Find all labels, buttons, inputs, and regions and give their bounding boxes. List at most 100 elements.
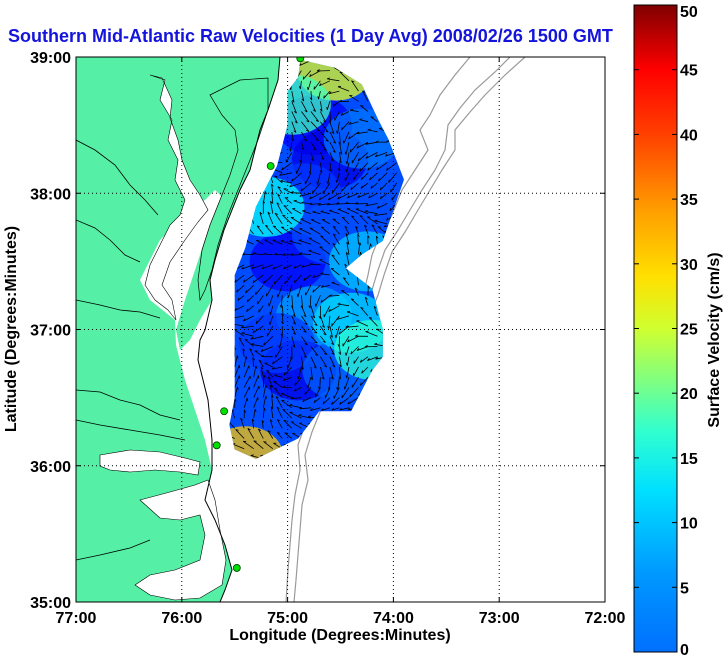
velocity-vector	[355, 225, 359, 235]
velocity-vector	[359, 356, 369, 363]
velocity-vector	[367, 162, 378, 171]
velocity-vector	[300, 218, 312, 225]
velocity-vector	[323, 305, 331, 318]
colorbar-tick-label: 5	[680, 580, 689, 597]
velocity-vector	[347, 335, 359, 343]
velocity-vector	[370, 182, 378, 189]
velocity-vector	[277, 186, 283, 194]
velocity-vector	[346, 311, 359, 317]
velocity-vector	[262, 191, 267, 204]
colorbar-tick-label: 40	[680, 127, 698, 144]
velocity-vector	[252, 325, 264, 334]
y-tick-label: 36:00	[30, 459, 71, 476]
velocity-vector	[274, 374, 283, 378]
velocity-vector	[266, 285, 274, 297]
velocity-vector	[332, 233, 340, 245]
velocity-vector	[320, 235, 331, 245]
velocity-vector	[281, 305, 284, 317]
velocity-vector	[301, 356, 304, 370]
chesapeake-bay	[144, 74, 209, 321]
velocity-vector	[262, 407, 266, 419]
velocity-vector	[240, 417, 245, 429]
velocity-vector	[299, 252, 311, 255]
colorbar-tick-label: 25	[680, 322, 698, 339]
x-tick-label: 77:00	[56, 610, 97, 627]
velocity-vector	[294, 376, 302, 386]
velocity-vector	[339, 397, 350, 405]
velocity-vector	[272, 356, 283, 365]
velocity-vector	[301, 201, 311, 204]
velocity-vector	[318, 80, 331, 87]
velocity-vector	[357, 192, 369, 198]
y-tick-label: 39:00	[30, 50, 71, 67]
colorbar-ticks: 0 5 10 15 20 25 30 35 40 45 50	[634, 4, 698, 659]
velocity-vector	[289, 240, 302, 245]
colorbar-tick-label: 0	[680, 642, 689, 659]
velocity-vector	[274, 387, 283, 398]
velocity-vector	[305, 285, 312, 296]
velocity-vector	[320, 407, 331, 412]
velocity-vector	[291, 111, 298, 124]
velocity-vector	[336, 315, 350, 320]
velocity-vector	[253, 365, 258, 378]
velocity-vector	[345, 325, 359, 328]
velocity-vector	[293, 387, 302, 392]
velocity-vector	[234, 375, 241, 388]
velocity-vector	[257, 295, 264, 305]
velocity-vector	[310, 325, 318, 334]
velocity-vector	[289, 182, 302, 188]
velocity-vector	[298, 414, 311, 419]
velocity-vector	[310, 315, 318, 326]
velocity-vector	[376, 203, 388, 209]
velocity-vector	[329, 152, 334, 162]
velocity-vector	[243, 397, 249, 408]
velocity-vector	[254, 350, 264, 358]
velocity-vector	[273, 274, 283, 285]
velocity-vector	[241, 264, 254, 270]
velocity-vector	[289, 227, 302, 235]
velocity-vector	[272, 225, 283, 235]
velocity-vector	[282, 376, 292, 382]
velocity-vector	[301, 346, 307, 359]
velocity-vector	[234, 274, 245, 283]
y-tick-label: 35:00	[30, 595, 71, 612]
velocity-vector	[309, 202, 321, 205]
velocity-vector	[298, 239, 312, 245]
velocity-vector	[291, 131, 294, 142]
velocity-vector	[329, 336, 335, 346]
velocity-vector	[283, 419, 293, 429]
velocity-vector	[332, 243, 340, 255]
velocity-vector	[345, 251, 350, 265]
velocity-vector	[313, 80, 321, 90]
velocity-vector	[319, 101, 323, 112]
x-tick-label: 74:00	[373, 610, 414, 627]
velocity-vector	[386, 162, 397, 171]
velocity-vector	[354, 334, 369, 337]
velocity-vector	[259, 211, 264, 225]
velocity-vector	[349, 141, 359, 153]
velocity-vector	[260, 346, 273, 352]
velocity-vector	[309, 91, 313, 101]
velocity-vector	[359, 118, 369, 123]
velocity-vector	[379, 192, 388, 200]
velocity-vector	[282, 214, 293, 225]
velocity-vector	[329, 121, 335, 135]
velocity-vector	[279, 172, 292, 176]
velocity-vector	[345, 162, 350, 173]
velocity-vector	[267, 430, 274, 439]
velocity-vector	[350, 346, 359, 355]
shore-station-1	[266, 162, 275, 170]
velocity-vector	[277, 193, 283, 204]
velocity-vector	[369, 172, 378, 181]
velocity-vector	[292, 208, 302, 215]
velocity-vector	[359, 162, 369, 172]
velocity-vector	[281, 162, 293, 171]
velocity-vector	[364, 210, 378, 215]
velocity-vector	[327, 315, 331, 329]
velocity-vector	[280, 326, 283, 337]
velocity-vector	[280, 239, 292, 245]
velocity-vector	[348, 131, 359, 140]
velocity-vector	[326, 77, 340, 82]
velocity-vector	[320, 152, 325, 161]
